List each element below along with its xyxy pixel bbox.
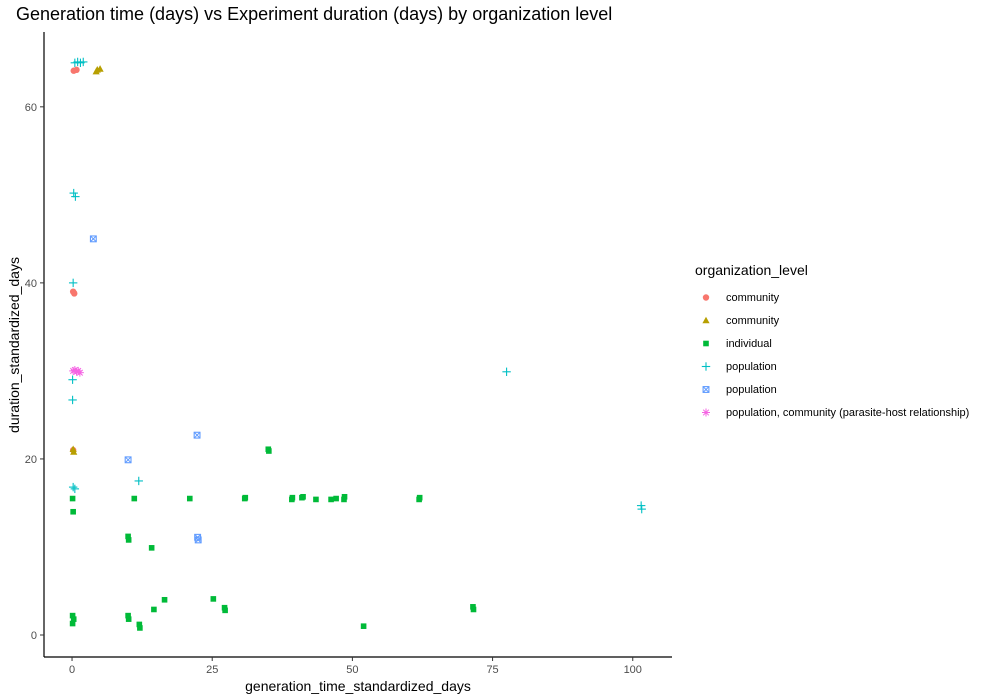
legend-symbol-asterisk [702, 408, 710, 417]
legend-label: community [726, 314, 780, 327]
data-point-square [186, 495, 193, 502]
legend-symbol-triangle [702, 316, 710, 324]
legend-label: population [726, 383, 777, 396]
y-tick-label: 0 [31, 630, 37, 642]
data-point-circle [73, 66, 80, 74]
data-point-square [360, 623, 367, 629]
data-point-square [341, 493, 348, 500]
data-point-triangle [93, 66, 101, 73]
x-tick-label: 100 [624, 664, 642, 676]
chart-title: Generation time (days) vs Experiment dur… [16, 4, 613, 24]
axes: 0 25 50 75 100 0 20 40 60 [25, 32, 672, 676]
legend-key-square [703, 340, 709, 347]
data-point-square-cross [194, 536, 202, 544]
data-point-asterisk [75, 368, 84, 377]
data-point-square [416, 494, 423, 501]
data-points [68, 57, 646, 631]
data-point-plus [69, 188, 78, 198]
legend-title: organization_level [695, 262, 808, 278]
data-point-square [69, 612, 76, 619]
data-point-square [131, 495, 138, 502]
data-point-plus [68, 278, 78, 288]
data-point-square [70, 616, 77, 622]
legend-label: population, community (parasite-host rel… [726, 406, 970, 419]
data-point-plus [68, 395, 77, 405]
legend-item: community [695, 309, 969, 332]
data-point-square-cross [89, 235, 97, 243]
data-point-plus [70, 484, 80, 494]
legend-item: population [695, 378, 969, 401]
data-point-square [69, 495, 76, 502]
data-point-plus [71, 192, 80, 201]
data-point-square [333, 495, 339, 502]
data-point-square [69, 620, 76, 627]
x-tick-label: 0 [69, 664, 75, 676]
data-point-square [328, 496, 334, 503]
legend-key-square-cross [702, 386, 710, 393]
x-tick-label: 25 [206, 664, 218, 676]
data-point-square [125, 612, 131, 619]
data-point-square [125, 533, 131, 540]
data-point-square [70, 508, 76, 515]
data-point-square [470, 606, 477, 613]
x-tick-label: 50 [346, 664, 358, 676]
data-point-square [125, 537, 132, 543]
legend-symbol-square-cross [702, 386, 710, 393]
legend-key-triangle [702, 316, 710, 324]
legend-label: individual [726, 337, 772, 350]
data-point-plus [636, 501, 646, 510]
data-point-triangle [70, 448, 78, 455]
data-point-square-cross [124, 456, 132, 464]
data-point-square [266, 448, 272, 454]
legend-key-circle [702, 294, 710, 301]
data-point-square [289, 494, 296, 501]
legend-label: community [726, 291, 780, 304]
data-point-square-cross [193, 431, 201, 439]
y-tick-label: 60 [25, 102, 37, 114]
y-tick-label: 40 [25, 278, 37, 290]
data-point-plus [637, 504, 646, 514]
data-point-square [313, 496, 319, 503]
data-point-plus [79, 57, 88, 67]
y-tick-label: 20 [25, 454, 37, 466]
data-point-square [222, 607, 228, 614]
data-point-square [210, 596, 217, 602]
data-point-plus [68, 375, 77, 384]
data-point-plus [502, 367, 511, 376]
data-point-square [151, 606, 157, 613]
legend-item: population [695, 355, 969, 378]
legend-key-asterisk [702, 408, 710, 417]
legend-item: individual [695, 332, 969, 355]
x-axis-title: generation_time_standardized_days [245, 678, 471, 694]
legend-symbol-square [703, 340, 709, 347]
y-axis-title: duration_standardized_days [6, 257, 22, 433]
data-point-plus [134, 476, 143, 486]
data-point-square [242, 494, 249, 501]
data-point-square [136, 621, 143, 628]
legend: organization_level community community ind… [695, 262, 969, 424]
legend-item: population, community (parasite-host rel… [695, 401, 969, 424]
data-point-circle [71, 290, 78, 297]
data-point-square [161, 596, 168, 603]
legend-symbol-circle [702, 294, 710, 301]
x-tick-label: 75 [486, 664, 498, 676]
data-point-square [148, 545, 155, 551]
legend-symbol-plus [701, 362, 711, 371]
data-point-square [137, 625, 143, 631]
data-point-plus [68, 482, 78, 492]
legend-item: community [695, 286, 969, 309]
legend-label: population [726, 360, 777, 373]
legend-key-plus [701, 362, 711, 371]
data-point-square [125, 616, 132, 622]
data-point-square [300, 493, 306, 500]
